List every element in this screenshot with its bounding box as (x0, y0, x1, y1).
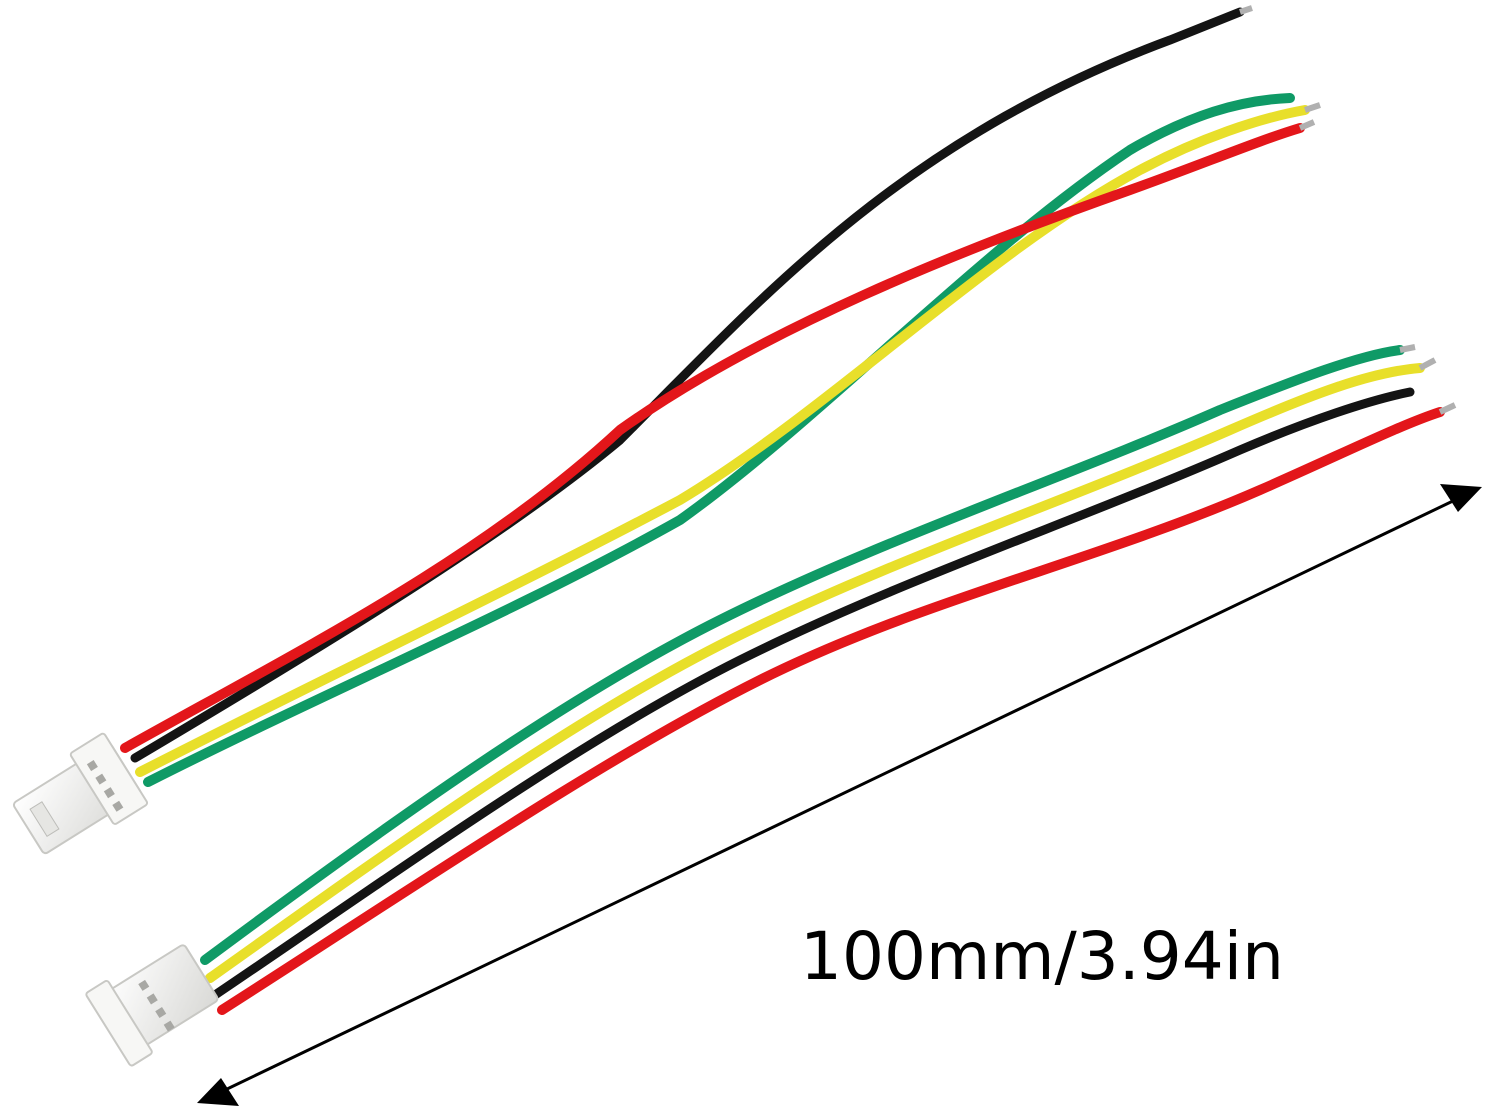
upper-green-wire (143, 93, 1295, 787)
lower-red-wire (217, 407, 1445, 1015)
dimension-label: 100mm/3.94in (800, 918, 1284, 995)
upper-yellow-wire (135, 105, 1310, 777)
upper-black-wire-tip (1239, 5, 1253, 15)
lower-connector (85, 944, 219, 1067)
lower-black-wire (210, 387, 1415, 1000)
upper-cable (12, 5, 1321, 855)
arrowhead-top-right (1440, 484, 1482, 512)
upper-black-wire (130, 7, 1245, 763)
upper-red-wire-tip (1298, 119, 1316, 131)
upper-connector (12, 732, 149, 855)
lower-cable (85, 344, 1457, 1067)
lower-yellow-wire (205, 363, 1425, 983)
lower-red-wire-tip (1438, 402, 1457, 415)
arrowhead-bottom-left (197, 1078, 239, 1106)
dimension-arrow (197, 484, 1482, 1106)
lower-yellow-wire-tip (1418, 357, 1437, 371)
lower-green-wire (200, 345, 1405, 965)
lower-green-wire-tip (1399, 344, 1416, 353)
upper-red-wire (120, 123, 1305, 753)
upper-yellow-wire-tip (1304, 102, 1321, 113)
